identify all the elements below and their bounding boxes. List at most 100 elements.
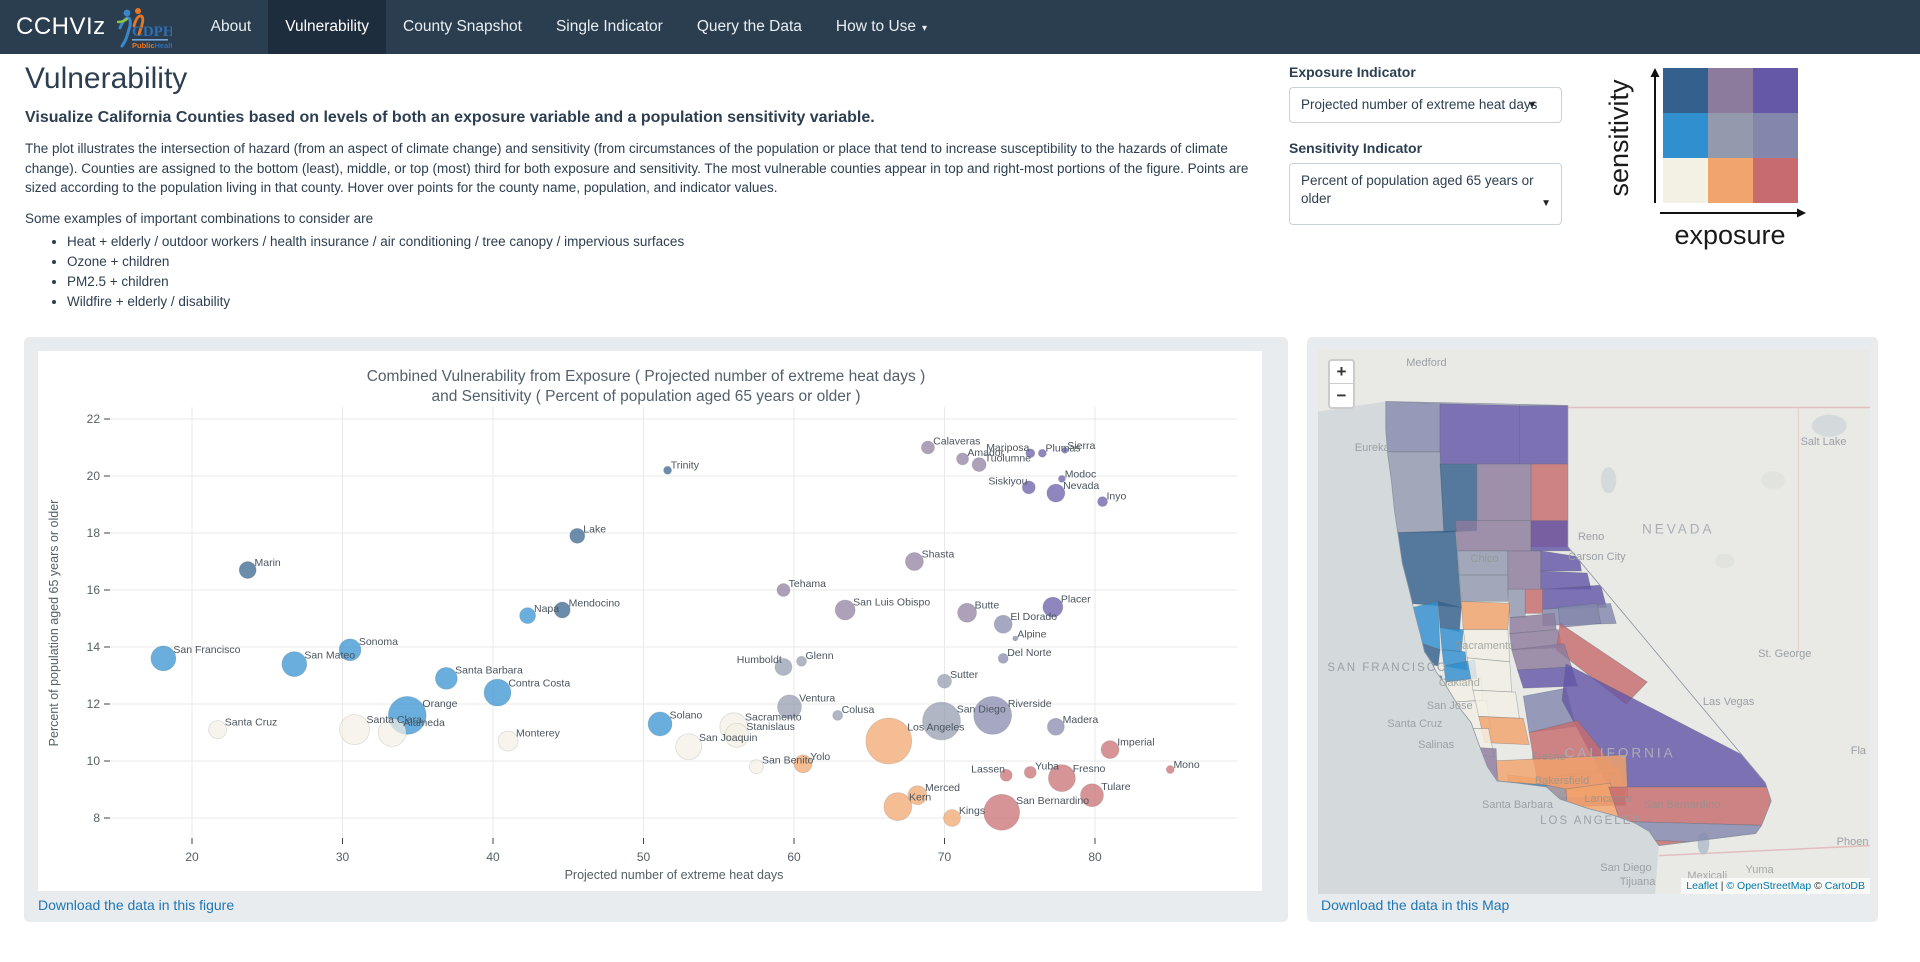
map-county-modoc[interactable] xyxy=(1519,405,1569,465)
map-county-yuba[interactable] xyxy=(1524,588,1544,614)
scatter-point-imperial[interactable] xyxy=(1100,740,1120,760)
scatter-point-stanislaus[interactable] xyxy=(724,722,750,748)
scatter-point-sierra[interactable] xyxy=(1061,446,1069,454)
nav-item-how-to-use[interactable]: How to Use ▾ xyxy=(835,18,928,35)
leaflet-link[interactable]: Leaflet xyxy=(1686,880,1718,892)
zoom-out-button[interactable]: − xyxy=(1336,385,1347,405)
map-county-del-norte[interactable] xyxy=(1385,401,1441,453)
scatter-point-colusa[interactable] xyxy=(832,709,844,721)
zoom-in-button[interactable]: + xyxy=(1330,361,1353,384)
scatter-point-tulare[interactable] xyxy=(1080,783,1104,808)
scatter-point-contra-costa[interactable] xyxy=(483,678,512,707)
scatter-point-santa-clara[interactable] xyxy=(339,714,370,746)
scatter-label: Siskiyou xyxy=(988,475,1027,487)
example-item: Ozone + children xyxy=(67,254,1275,269)
map-county-yolo[interactable] xyxy=(1460,600,1511,630)
scatter-point-santa-barbara[interactable] xyxy=(434,666,458,690)
sensitivity-indicator-select[interactable]: Percent of population aged 65 years or o… xyxy=(1289,163,1562,226)
scatter-point-placer[interactable] xyxy=(1042,596,1064,618)
scatter-point-napa[interactable] xyxy=(519,607,537,625)
scatter-point-alpine[interactable] xyxy=(1012,635,1019,642)
scatter-point-merced[interactable] xyxy=(907,785,928,806)
scatter-point-lake[interactable] xyxy=(569,527,586,544)
map-county-colusa[interactable] xyxy=(1459,574,1509,602)
scatter-point-riverside[interactable] xyxy=(973,695,1013,735)
nav-item-query-the-data[interactable]: Query the Data xyxy=(696,18,802,35)
scatter-point-shasta[interactable] xyxy=(905,552,924,571)
scatter-point-el-dorado[interactable] xyxy=(993,614,1013,634)
svg-text:80: 80 xyxy=(1088,850,1102,864)
scatter-point-fresno[interactable] xyxy=(1047,764,1076,793)
map-county-plumas[interactable] xyxy=(1530,520,1575,552)
page-title: Vulnerability xyxy=(25,62,188,95)
svg-text:10: 10 xyxy=(87,754,101,768)
scatter-point-san-bernardino[interactable] xyxy=(983,793,1021,831)
scatter-point-san-mateo[interactable] xyxy=(281,651,308,678)
scatter-label: Santa Barbara xyxy=(455,664,523,676)
scatter-point-plumas[interactable] xyxy=(1037,448,1047,458)
download-figure-data-link[interactable]: Download the data in this figure xyxy=(38,897,235,913)
map-county-amador[interactable] xyxy=(1509,613,1557,634)
scatter-point-siskiyou[interactable] xyxy=(1021,480,1036,495)
nav-item-about[interactable]: About xyxy=(210,18,252,35)
scatter-point-del-norte[interactable] xyxy=(997,652,1009,664)
map-county-tehama[interactable] xyxy=(1455,520,1532,552)
sensitivity-indicator-value: Percent of population aged 65 years or o… xyxy=(1301,173,1534,207)
scatter-point-san-luis-obispo[interactable] xyxy=(834,599,856,621)
map-county-sierra[interactable] xyxy=(1540,550,1582,572)
scatter-point-ventura[interactable] xyxy=(777,694,802,720)
map-place-label: Fresno xyxy=(1531,750,1566,763)
scatter-point-solano[interactable] xyxy=(647,711,673,737)
scatter-point-sutter[interactable] xyxy=(937,673,952,689)
scatter-point-madera[interactable] xyxy=(1046,717,1065,736)
scatter-point-mariposa[interactable] xyxy=(1025,448,1036,459)
map-county-alpine[interactable] xyxy=(1557,602,1602,628)
scatter-point-kings[interactable] xyxy=(943,809,961,827)
scatter-label: Yuba xyxy=(1035,761,1059,773)
scatter-point-sonoma[interactable] xyxy=(338,638,362,662)
scatter-point-butte[interactable] xyxy=(957,602,977,623)
scatter-point-san-diego[interactable] xyxy=(922,701,961,741)
download-map-data-link[interactable]: Download the data in this Map xyxy=(1321,897,1510,913)
scatter-point-amador[interactable] xyxy=(956,452,969,466)
scatter-point-san-benito[interactable] xyxy=(748,759,764,775)
scatter-point-trinity[interactable] xyxy=(663,465,672,475)
map-attribution: Leaflet | © OpenStreetMap © CartoDB xyxy=(1681,878,1870,894)
map-county-shasta[interactable] xyxy=(1476,463,1532,521)
scatter-point-tehama[interactable] xyxy=(776,583,791,597)
scatter-point-santa-cruz[interactable] xyxy=(208,720,227,740)
scatter-point-calaveras[interactable] xyxy=(921,440,935,455)
osm-link[interactable]: © OpenStreetMap xyxy=(1726,880,1812,892)
nav-item-single-indicator[interactable]: Single Indicator xyxy=(555,18,663,35)
scatter-point-humboldt[interactable] xyxy=(774,658,793,676)
brand[interactable]: CCHVIz CDPH PublicHealth xyxy=(0,0,172,54)
scatter-point-mendocino[interactable] xyxy=(553,601,571,619)
exposure-indicator-select[interactable]: Projected number of extreme heat days ▼ xyxy=(1289,87,1562,124)
scatter-point-san-joaquin[interactable] xyxy=(675,733,703,761)
scatter-point-mono[interactable] xyxy=(1165,765,1175,774)
carto-link[interactable]: CartoDB xyxy=(1824,880,1865,892)
map-county-siskiyou[interactable] xyxy=(1439,403,1520,465)
scatter-point-modoc[interactable] xyxy=(1057,474,1066,483)
scatter-point-monterey[interactable] xyxy=(497,730,519,752)
scatter-point-marin[interactable] xyxy=(238,561,257,579)
map-county-sutter[interactable] xyxy=(1507,588,1526,618)
scatter-point-san-francisco[interactable] xyxy=(150,645,177,672)
scatter-point-nevada[interactable] xyxy=(1046,483,1066,503)
scatter-point-lassen[interactable] xyxy=(999,768,1013,782)
svg-text:12: 12 xyxy=(87,697,101,711)
map-county-butte[interactable] xyxy=(1507,550,1542,590)
scatter-point-yuba[interactable] xyxy=(1023,765,1037,779)
scatter-point-tuolumne[interactable] xyxy=(971,457,987,472)
scatter-point-alameda[interactable] xyxy=(377,718,407,747)
scatter-point-inyo[interactable] xyxy=(1097,496,1108,508)
scatter-point-yolo[interactable] xyxy=(793,754,813,774)
map-county-stanislaus[interactable] xyxy=(1472,689,1520,719)
scatter-point-kern[interactable] xyxy=(883,792,913,822)
nav-item-vulnerability[interactable]: Vulnerability xyxy=(268,0,387,54)
leaflet-map[interactable]: Medford Eureka Chico Reno Carson City NEVADA S… xyxy=(1318,349,1870,894)
scatter-point-los-angeles[interactable] xyxy=(865,717,913,765)
nav-item-county-snapshot[interactable]: County Snapshot xyxy=(403,18,522,35)
page-subtitle: Visualize California Counties based on l… xyxy=(25,109,875,126)
scatter-point-glenn[interactable] xyxy=(796,655,807,667)
